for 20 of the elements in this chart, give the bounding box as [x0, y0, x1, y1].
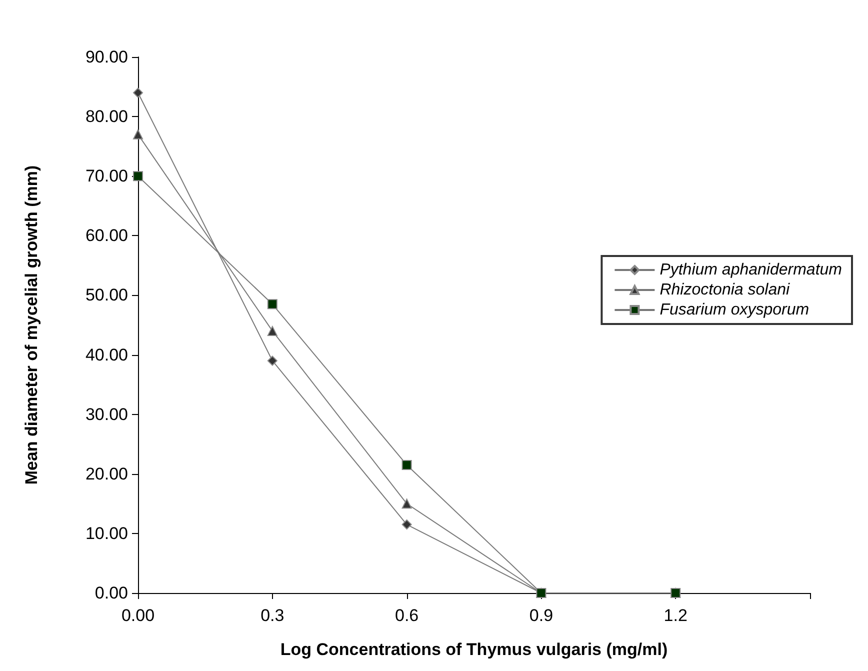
y-tick-label: 40.00	[85, 345, 128, 364]
y-tick-label: 80.00	[85, 107, 128, 126]
x-tick-label: 0.9	[529, 606, 554, 625]
x-tick-label: 1.2	[664, 606, 688, 625]
legend-label: Pythium aphanidermatum	[660, 262, 842, 278]
legend-label: Rhizoctonia solani	[660, 282, 790, 298]
y-tick-label: 70.00	[85, 166, 128, 186]
y-tick-label: 50.00	[85, 286, 128, 305]
x-axis-title: Log Concentrations of Thymus vulgaris (mg/ml)	[280, 640, 668, 659]
y-tick-label: 0.00	[94, 584, 128, 602]
y-tick-label: 10.00	[85, 524, 128, 543]
y-tick-label: 30.00	[85, 404, 128, 424]
y-tick-label: 60.00	[85, 226, 128, 246]
x-tick-label: 0.6	[394, 606, 419, 625]
y-axis-title: Mean diameter of mycelial growth (mm)	[22, 165, 41, 485]
x-tick-label: 0.00	[121, 606, 155, 625]
y-tick-label: 20.00	[85, 464, 128, 484]
x-tick-label: 0.3	[260, 606, 284, 625]
legend-label: Fusarium oxysporum	[660, 302, 810, 318]
y-tick-label: 90.00	[85, 48, 128, 66]
